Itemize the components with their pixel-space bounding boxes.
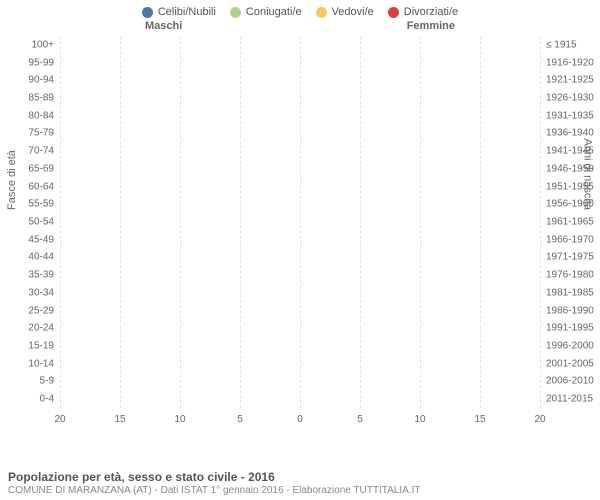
chart-subtitle: COMUNE DI MARANZANA (AT) - Dati ISTAT 1°… xyxy=(8,485,592,496)
legend-item: Divorziati/e xyxy=(388,6,458,18)
age-label: 15-19 xyxy=(28,340,54,351)
gender-headers: Maschi Femmine xyxy=(0,20,600,36)
age-label: 55-59 xyxy=(28,199,54,210)
age-label: 40-44 xyxy=(28,252,54,263)
age-label: 80-84 xyxy=(28,110,54,121)
y-axis-left-label: Fasce di età xyxy=(6,150,18,210)
birth-year-label: 1916-1920 xyxy=(546,57,594,68)
x-tick-label: 5 xyxy=(237,414,243,425)
legend-label: Coniugati/e xyxy=(246,6,302,18)
legend-swatch xyxy=(316,7,327,18)
birth-year-label: 1971-1975 xyxy=(546,252,594,263)
birth-year-label: 1986-1990 xyxy=(546,305,594,316)
legend-item: Celibi/Nubili xyxy=(142,6,216,18)
x-tick-label: 20 xyxy=(534,414,545,425)
birth-year-label: 2006-2010 xyxy=(546,376,594,387)
gridline xyxy=(480,36,481,408)
birth-year-label: 1981-1985 xyxy=(546,287,594,298)
legend-label: Vedovi/e xyxy=(332,6,374,18)
age-label: 20-24 xyxy=(28,323,54,334)
birth-year-label: 1926-1930 xyxy=(546,92,594,103)
age-label: 5-9 xyxy=(40,376,54,387)
x-tick-label: 15 xyxy=(474,414,485,425)
x-tick-label: 20 xyxy=(54,414,65,425)
header-male: Maschi xyxy=(145,20,182,32)
age-label: 25-29 xyxy=(28,305,54,316)
age-label: 100+ xyxy=(31,39,54,50)
chart-title: Popolazione per età, sesso e stato civil… xyxy=(8,470,592,484)
age-label: 60-64 xyxy=(28,181,54,192)
gridline xyxy=(240,36,241,408)
birth-year-label: 1996-2000 xyxy=(546,340,594,351)
header-female: Femmine xyxy=(407,20,455,32)
birth-year-label: 1976-1980 xyxy=(546,270,594,281)
birth-year-label: 1946-1950 xyxy=(546,163,594,174)
age-label: 30-34 xyxy=(28,287,54,298)
gridline xyxy=(60,36,61,408)
legend-item: Coniugati/e xyxy=(230,6,302,18)
gridline xyxy=(180,36,181,408)
gridline xyxy=(120,36,121,408)
legend-swatch xyxy=(142,7,153,18)
birth-year-label: 1931-1935 xyxy=(546,110,594,121)
x-axis: 201510505101520 xyxy=(60,410,540,436)
birth-year-label: 1941-1945 xyxy=(546,146,594,157)
birth-year-label: ≤ 1915 xyxy=(546,39,577,50)
age-label: 35-39 xyxy=(28,270,54,281)
legend-swatch xyxy=(388,7,399,18)
age-label: 45-49 xyxy=(28,234,54,245)
gridline xyxy=(360,36,361,408)
x-tick-label: 0 xyxy=(297,414,303,425)
legend: Celibi/Nubili Coniugati/e Vedovi/e Divorzia… xyxy=(0,0,600,20)
gridline xyxy=(420,36,421,408)
birth-year-label: 2011-2015 xyxy=(546,394,593,405)
plot-area: 100+≤ 191595-991916-192090-941921-192585… xyxy=(60,36,540,436)
gridline xyxy=(540,36,541,408)
birth-year-label: 1991-1995 xyxy=(546,323,594,334)
age-label: 10-14 xyxy=(28,358,54,369)
legend-label: Celibi/Nubili xyxy=(158,6,216,18)
birth-year-label: 1966-1970 xyxy=(546,234,594,245)
legend-label: Divorziati/e xyxy=(404,6,458,18)
birth-year-label: 1921-1925 xyxy=(546,75,594,86)
x-tick-label: 10 xyxy=(174,414,185,425)
birth-year-label: 2001-2005 xyxy=(546,358,594,369)
gridline xyxy=(300,36,301,408)
x-tick-label: 10 xyxy=(414,414,425,425)
age-label: 90-94 xyxy=(28,75,54,86)
birth-year-label: 1956-1960 xyxy=(546,199,594,210)
x-tick-label: 5 xyxy=(357,414,363,425)
age-label: 0-4 xyxy=(40,394,54,405)
age-label: 70-74 xyxy=(28,146,54,157)
age-label: 95-99 xyxy=(28,57,54,68)
birth-year-label: 1951-1955 xyxy=(546,181,594,192)
birth-year-label: 1961-1965 xyxy=(546,216,594,227)
footer: Popolazione per età, sesso e stato civil… xyxy=(8,470,592,496)
age-label: 50-54 xyxy=(28,216,54,227)
x-tick-label: 15 xyxy=(114,414,125,425)
age-label: 85-89 xyxy=(28,92,54,103)
legend-swatch xyxy=(230,7,241,18)
chart-container: Celibi/Nubili Coniugati/e Vedovi/e Divorzia… xyxy=(0,0,600,500)
age-label: 65-69 xyxy=(28,163,54,174)
age-label: 75-79 xyxy=(28,128,54,139)
birth-year-label: 1936-1940 xyxy=(546,128,594,139)
legend-item: Vedovi/e xyxy=(316,6,374,18)
